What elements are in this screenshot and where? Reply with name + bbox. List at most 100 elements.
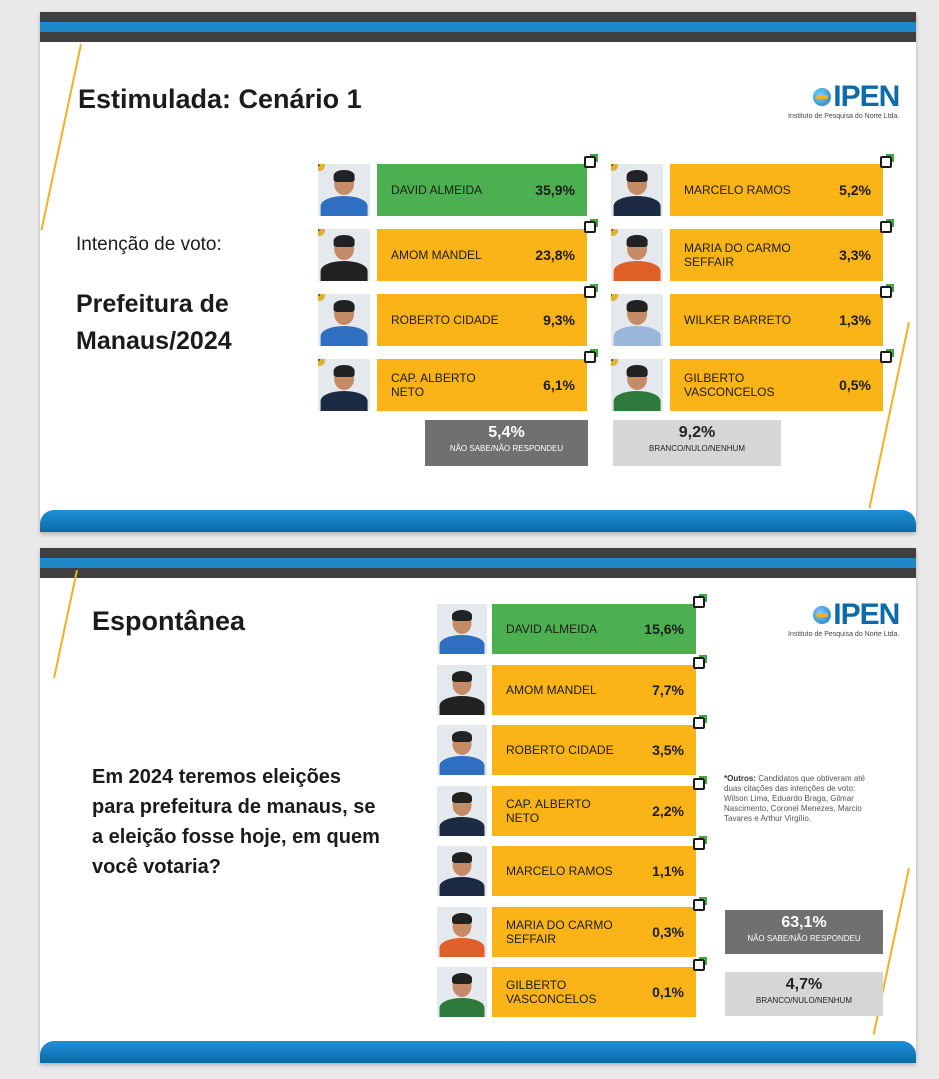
slide-top-bar	[40, 12, 916, 42]
candidate-percent: 0,1%	[652, 984, 684, 1000]
globe-icon	[813, 606, 832, 624]
vote-intention-label: Intenção de voto:	[76, 234, 222, 255]
rank-badge: 1º	[318, 164, 325, 171]
external-link-icon	[880, 154, 894, 168]
candidate-row: MARCELO RAMOS 1,1%	[437, 836, 707, 896]
candidate-bar: MARIA DO CARMO SEFFAIR 0,3%	[492, 896, 707, 957]
slide-stimulated: Estimulada: Cenário 1 IPEN Instituto de …	[40, 12, 916, 532]
survey-heading: Prefeitura de Manaus/2024	[76, 290, 232, 355]
candidate-name: MARCELO RAMOS	[506, 864, 613, 878]
candidate-photo	[437, 967, 487, 1017]
candidate-photo: 5º	[611, 164, 663, 216]
slide-bottom-bar	[40, 510, 916, 532]
candidate-bar: GILBERTO VASCONCELOS 0,5%	[670, 349, 894, 411]
candidate-name: CAP. ALBERTO NETO	[391, 371, 476, 399]
candidate-row: 7º WILKER BARRETO 1,3%	[611, 284, 894, 346]
ipen-logo: IPEN Instituto de Pesquisa do Norte Ltda…	[788, 598, 900, 639]
slide-title: Espontânea	[92, 606, 246, 636]
candidate-bar: AMOM MANDEL 23,8%	[377, 219, 598, 281]
candidate-percent: 9,3%	[543, 312, 575, 328]
candidate-photo	[437, 785, 487, 836]
candidate-name: GILBERTO VASCONCELOS	[684, 371, 775, 399]
candidate-bar: CAP. ALBERTO NETO 6,1%	[377, 349, 598, 411]
decor-line	[40, 44, 82, 231]
candidate-name: CAP. ALBERTO NETO	[506, 796, 591, 825]
candidate-row: 1º DAVID ALMEIDA 35,9%	[318, 154, 598, 216]
candidate-bar: ROBERTO CIDADE 3,5%	[492, 715, 707, 775]
candidate-photo: 1º	[318, 164, 370, 216]
others-note-title: *Outros:	[724, 774, 756, 783]
candidate-photo	[437, 906, 487, 957]
external-link-icon	[880, 284, 894, 298]
candidate-name: MARIA DO CARMO SEFFAIR	[684, 241, 791, 269]
dont-know-label: NÃO SABE/NÃO RESPONDEU	[747, 934, 861, 943]
dont-know-box: 5,4% NÃO SABE/NÃO RESPONDEU	[425, 420, 588, 466]
candidate-photo: 8º	[611, 359, 663, 411]
dont-know-label: NÃO SABE/NÃO RESPONDEU	[449, 444, 564, 453]
candidate-percent: 0,5%	[839, 377, 871, 393]
candidate-name: MARCELO RAMOS	[684, 183, 791, 197]
dont-know-value: 63,1%	[781, 914, 827, 931]
blank-null-label: BRANCO/NULO/NENHUM	[755, 996, 852, 1005]
candidate-photo	[437, 725, 487, 775]
external-link-icon	[584, 349, 598, 363]
candidate-row: GILBERTO VASCONCELOS 0,1%	[437, 957, 707, 1017]
rank-badge: 4º	[318, 359, 325, 366]
candidate-row: DAVID ALMEIDA 15,6%	[437, 594, 707, 654]
external-link-icon	[584, 284, 598, 298]
candidate-row: 8º GILBERTO VASCONCELOS 0,5%	[611, 349, 894, 411]
candidate-percent: 7,7%	[652, 681, 684, 698]
rank-badge: 8º	[611, 359, 618, 366]
external-link-icon	[880, 219, 894, 233]
candidate-name: ROBERTO CIDADE	[506, 743, 614, 757]
candidate-row: 5º MARCELO RAMOS 5,2%	[611, 154, 894, 216]
survey-question: Em 2024 teremos eleições para prefeitura…	[92, 766, 380, 878]
candidate-percent: 35,9%	[535, 182, 575, 198]
candidate-bar: AMOM MANDEL 7,7%	[492, 654, 707, 715]
candidate-percent: 1,1%	[652, 863, 684, 879]
candidate-bar: GILBERTO VASCONCELOS 0,1%	[492, 957, 707, 1017]
logo-text: IPEN	[833, 598, 900, 631]
rank-badge: 2º	[318, 229, 325, 236]
candidate-percent: 6,1%	[543, 377, 575, 393]
rank-badge: 6º	[611, 229, 618, 236]
slide-bottom-bar	[40, 1041, 916, 1063]
candidate-name: AMOM MANDEL	[391, 248, 482, 262]
others-note: *Outros: Candidatos que obtiveram até du…	[724, 774, 866, 824]
external-link-icon	[584, 154, 598, 168]
candidate-photo: 2º	[318, 229, 370, 281]
candidate-name: WILKER BARRETO	[684, 313, 792, 327]
slide-spontaneous: Espontânea IPEN Instituto de Pesquisa do…	[40, 548, 916, 1063]
candidate-row: ROBERTO CIDADE 3,5%	[437, 715, 707, 775]
candidate-row: AMOM MANDEL 7,7%	[437, 654, 707, 715]
candidate-percent: 23,8%	[535, 247, 575, 263]
rank-badge: 5º	[611, 164, 618, 171]
candidate-percent: 0,3%	[652, 923, 684, 940]
blank-null-box: 4,7% BRANCO/NULO/NENHUM	[725, 972, 883, 1016]
blank-null-value: 4,7%	[785, 976, 823, 993]
candidate-row: CAP. ALBERTO NETO 2,2%	[437, 775, 707, 836]
candidate-percent: 1,3%	[839, 312, 871, 328]
candidate-bar: ROBERTO CIDADE 9,3%	[377, 284, 598, 346]
candidate-row: 3º ROBERTO CIDADE 9,3%	[318, 284, 598, 346]
candidate-photo: 6º	[611, 229, 663, 281]
candidate-photo	[437, 846, 487, 896]
external-link-icon	[693, 594, 707, 608]
external-link-icon	[693, 715, 707, 729]
external-link-icon	[693, 896, 707, 911]
candidate-name: GILBERTO VASCONCELOS	[506, 978, 597, 1006]
candidate-bar: MARCELO RAMOS 1,1%	[492, 836, 707, 896]
blank-null-value: 9,2%	[678, 424, 716, 441]
candidate-row: 6º MARIA DO CARMO SEFFAIR 3,3%	[611, 219, 894, 281]
rank-badge: 3º	[318, 294, 325, 301]
candidate-percent: 3,3%	[839, 247, 871, 263]
logo-subtitle: Instituto de Pesquisa do Norte Ltda.	[788, 631, 900, 638]
candidate-bar: DAVID ALMEIDA 15,6%	[492, 594, 707, 654]
logo-subtitle: Instituto de Pesquisa do Norte Ltda.	[788, 113, 900, 120]
candidate-name: MARIA DO CARMO SEFFAIR	[506, 917, 613, 946]
candidate-name: ROBERTO CIDADE	[391, 313, 499, 327]
candidate-bar: MARIA DO CARMO SEFFAIR 3,3%	[670, 219, 894, 281]
candidate-row: 2º AMOM MANDEL 23,8%	[318, 219, 598, 281]
slide-title: Estimulada: Cenário 1	[78, 84, 362, 114]
external-link-icon	[693, 775, 707, 790]
